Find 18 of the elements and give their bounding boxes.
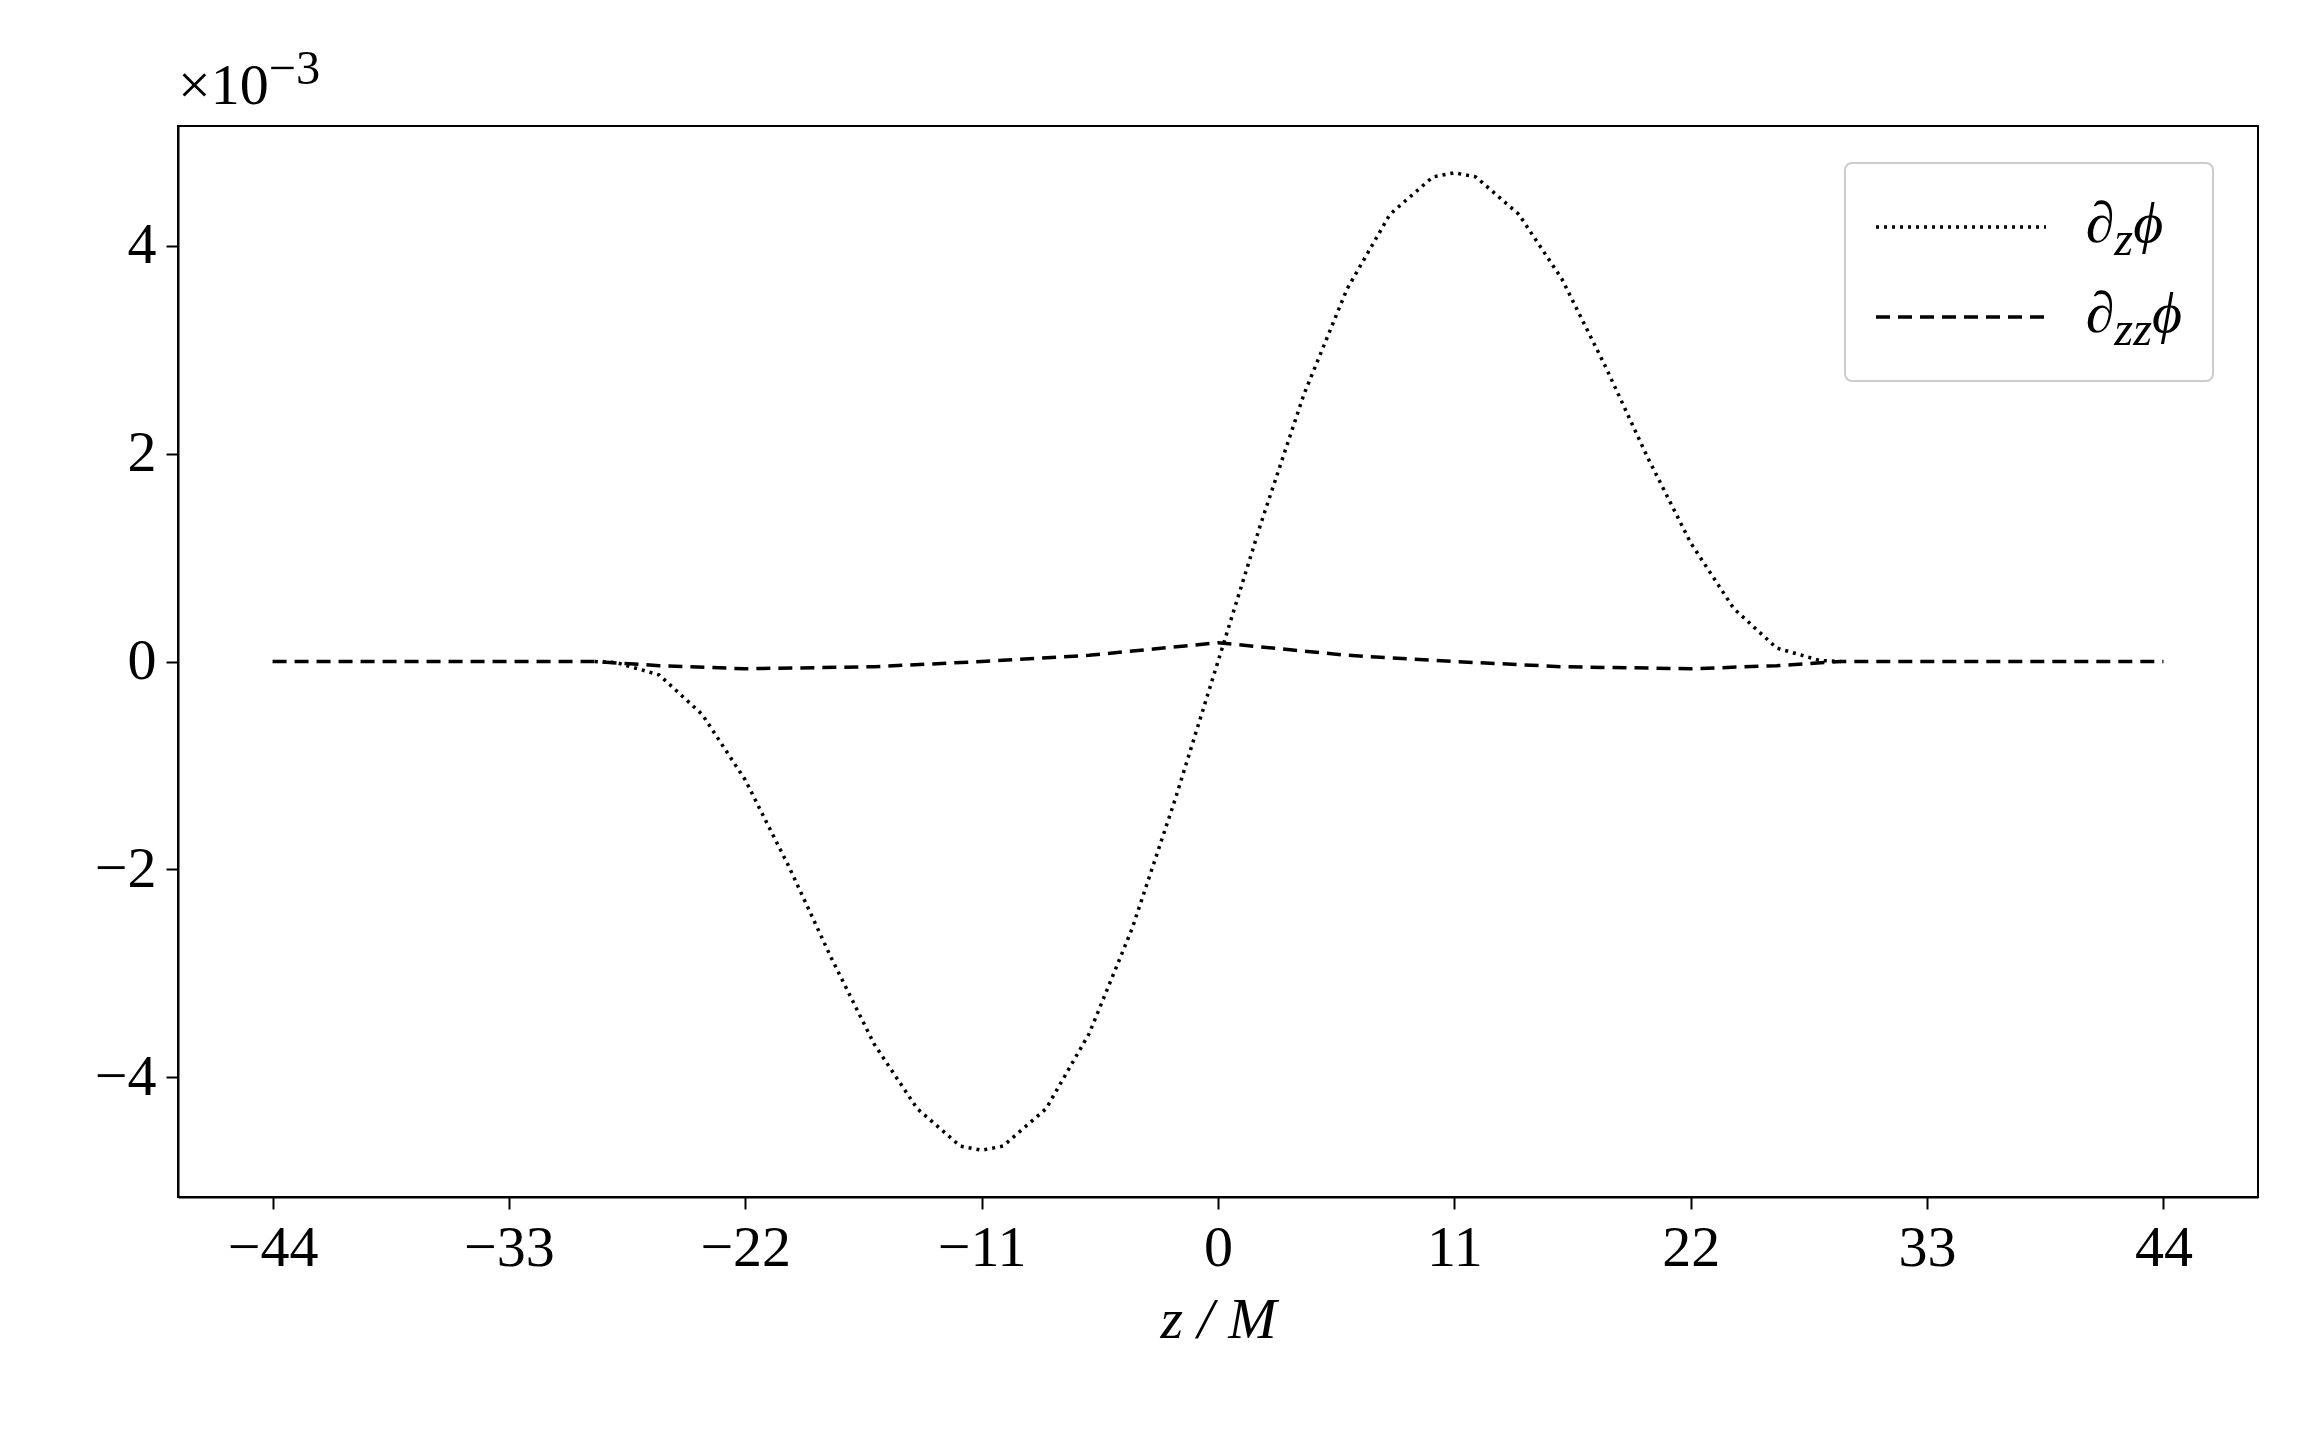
x-tick-label: −33	[464, 1213, 555, 1279]
legend-label: ∂$_{z}$ϕ	[2085, 188, 2164, 266]
x-tick-label: 0	[1204, 1213, 1233, 1279]
x-tick-label: 33	[1898, 1213, 1957, 1279]
x-tick-label: −44	[227, 1213, 319, 1279]
x-tick-label: 44	[2134, 1213, 2193, 1279]
x-tick-label: 11	[1426, 1213, 1483, 1279]
y-tick-label: −4	[94, 1042, 157, 1108]
x-axis-title: z / M	[1159, 1285, 1280, 1351]
y-tick-label: −2	[94, 834, 157, 900]
legend-label: ∂$_{zz}$ϕ	[2085, 278, 2182, 356]
x-tick-label: 22	[1662, 1213, 1721, 1279]
y-tick-label: 2	[127, 419, 157, 485]
x-tick-label: −22	[700, 1213, 792, 1279]
y-tick-label: 0	[127, 627, 157, 692]
x-tick-label: −11	[937, 1213, 1027, 1279]
y-tick-label: 4	[127, 211, 157, 277]
text: ×10$^{−3}$	[178, 40, 321, 119]
